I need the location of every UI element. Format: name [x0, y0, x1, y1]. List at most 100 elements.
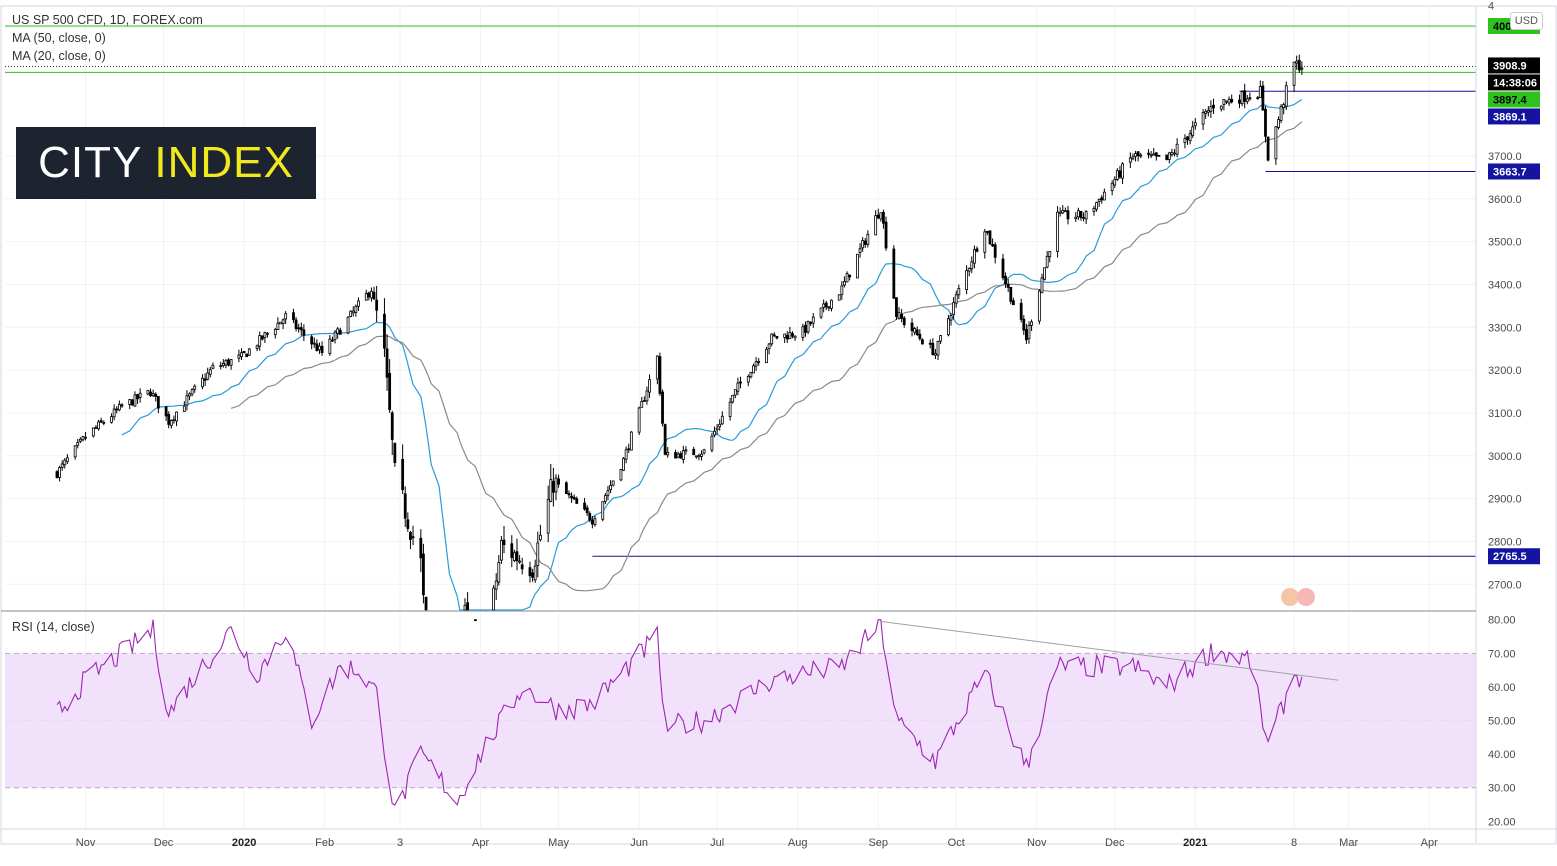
- candle: [1230, 98, 1234, 103]
- candle: [1037, 290, 1041, 322]
- candle: [338, 329, 342, 335]
- candle: [1204, 110, 1208, 114]
- candle: [749, 371, 753, 378]
- candle: [694, 455, 698, 458]
- candle: [1139, 154, 1143, 157]
- candle: [1225, 100, 1228, 103]
- candle: [1264, 108, 1267, 137]
- candle: [494, 580, 498, 590]
- candle: [957, 288, 961, 296]
- candle: [1149, 154, 1153, 157]
- candle: [1165, 154, 1169, 160]
- x-tick-label: Dec: [1105, 837, 1125, 849]
- candle: [156, 396, 160, 409]
- candle: [567, 493, 571, 496]
- candle: [915, 329, 919, 335]
- symbol-title[interactable]: US SP 500 CFD, 1D, FOREX.com: [12, 13, 203, 27]
- x-tick-label: Apr: [472, 837, 489, 849]
- ma20-legend[interactable]: MA (20, close, 0): [12, 49, 106, 63]
- candle: [372, 291, 376, 300]
- candle: [588, 513, 592, 521]
- candle: [1297, 59, 1301, 71]
- candle: [237, 354, 241, 359]
- candle: [575, 498, 579, 504]
- x-tick-label: Apr: [1421, 837, 1438, 849]
- candles: [55, 54, 1304, 622]
- candle: [1219, 105, 1223, 110]
- candle: [1027, 325, 1031, 340]
- candle: [528, 567, 532, 577]
- currency-badge[interactable]: USD: [1509, 12, 1543, 30]
- candle: [1167, 152, 1171, 160]
- candle: [863, 240, 867, 245]
- candle: [1009, 286, 1013, 302]
- y-tick-label: 3600.0: [1488, 194, 1522, 206]
- candle: [775, 336, 779, 339]
- candle: [801, 326, 805, 338]
- candle: [354, 306, 358, 313]
- candle: [260, 335, 264, 340]
- y-tick-label: 3400.0: [1488, 279, 1522, 291]
- candle: [336, 328, 340, 334]
- candle: [510, 543, 514, 558]
- candle: [975, 248, 979, 252]
- candle: [866, 233, 870, 245]
- candle: [292, 312, 295, 321]
- candle: [312, 342, 316, 345]
- candle: [1284, 85, 1288, 107]
- candle: [837, 294, 841, 301]
- y-tick-label: 3200.0: [1488, 365, 1522, 377]
- candle: [497, 562, 501, 583]
- candle: [281, 319, 285, 325]
- candle: [403, 493, 407, 519]
- candle: [419, 537, 423, 559]
- candle: [676, 453, 680, 458]
- candle: [819, 307, 823, 318]
- ma50-legend[interactable]: MA (50, close, 0): [12, 31, 106, 45]
- candle: [91, 427, 95, 437]
- candle: [1030, 321, 1033, 326]
- price-levels[interactable]: [5, 25, 1476, 557]
- candle: [1173, 152, 1176, 155]
- candle: [1040, 277, 1044, 294]
- price-badge-label: 3897.4: [1493, 94, 1528, 106]
- x-tick-label: Dec: [154, 837, 174, 849]
- candle: [1152, 153, 1156, 156]
- candle: [661, 391, 664, 424]
- x-tick-label: Nov: [76, 837, 96, 849]
- candle: [406, 519, 410, 529]
- candle: [1256, 97, 1260, 100]
- candle: [1134, 153, 1137, 157]
- candle: [809, 321, 813, 324]
- candle: [785, 334, 789, 340]
- candle: [843, 281, 846, 286]
- candle: [97, 421, 100, 430]
- candle: [622, 458, 625, 471]
- candle: [1209, 106, 1213, 112]
- rsi-legend[interactable]: RSI (14, close): [12, 620, 95, 634]
- candle: [949, 315, 953, 321]
- candle: [736, 382, 740, 392]
- candle: [754, 361, 758, 367]
- candle: [918, 333, 922, 340]
- candle: [520, 564, 524, 570]
- candle: [60, 463, 64, 468]
- candle: [583, 502, 586, 510]
- candle: [331, 339, 334, 342]
- candle: [752, 365, 755, 374]
- rsi-tick-label: 80.00: [1488, 615, 1516, 627]
- candle: [1001, 258, 1005, 279]
- candle: [328, 338, 332, 354]
- candle: [1074, 216, 1078, 220]
- candle: [895, 297, 898, 317]
- candle: [349, 310, 353, 317]
- rsi-tick-label: 50.00: [1488, 716, 1516, 728]
- candle: [827, 306, 831, 309]
- candle: [788, 332, 792, 340]
- candle: [401, 458, 405, 491]
- candle: [229, 359, 233, 366]
- y-tick-label: 4: [1488, 1, 1494, 13]
- rsi-band: [5, 652, 1476, 789]
- candle: [876, 214, 880, 219]
- candle: [679, 453, 683, 459]
